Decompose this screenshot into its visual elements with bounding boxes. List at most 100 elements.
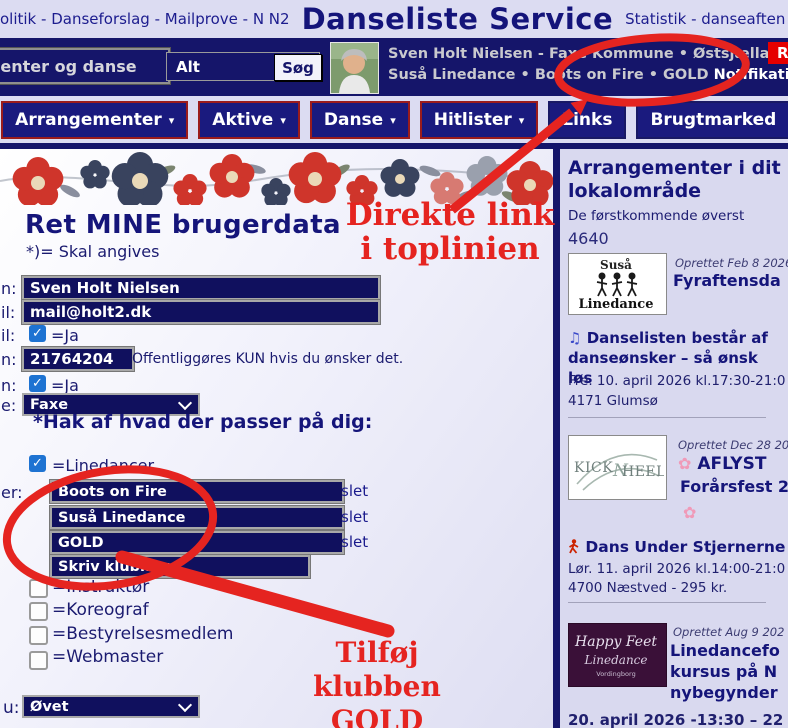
top-strip: olitik - Danseforslag - Mailprove - N N2… bbox=[0, 0, 788, 38]
svg-text:Linedance: Linedance bbox=[583, 653, 647, 667]
event-date: 20. april 2026 -13:30 – 22 bbox=[568, 711, 784, 728]
dancer-icon bbox=[569, 539, 579, 554]
nav-item-brugtmarked[interactable]: Brugtmarked bbox=[636, 100, 788, 139]
vis-mail-ja: =Ja bbox=[51, 326, 79, 345]
club-input-0[interactable]: Boots on Fire bbox=[50, 480, 344, 503]
event-title-2[interactable]: Dans Under Stjernerne ✿ bbox=[568, 537, 788, 556]
event-divider bbox=[568, 602, 766, 603]
vis-mail-label: il: bbox=[1, 326, 16, 345]
new-club-input[interactable]: Skriv klubnavn bbox=[50, 555, 310, 578]
event-desc[interactable]: ♫ Danselisten består af danseønsker – så… bbox=[568, 329, 768, 387]
koreograf-checkbox[interactable] bbox=[29, 602, 48, 621]
svg-text:KICK: KICK bbox=[574, 460, 613, 476]
event-created: Oprettet Aug 9 202 bbox=[673, 625, 785, 639]
bestyrelsesmedlem-checkbox[interactable] bbox=[29, 626, 48, 645]
vis-mail-checkbox[interactable]: ✓ bbox=[29, 325, 46, 342]
vis-phone-checkbox[interactable]: ✓ bbox=[29, 375, 46, 392]
nav-item-arrangementer[interactable]: Arrangementer ▾ bbox=[1, 100, 189, 139]
main-content: Ret MINE brugerdata *)= Skal angives n: … bbox=[0, 149, 553, 728]
mail-label: il: bbox=[1, 303, 16, 322]
chevron-down-icon: ▾ bbox=[390, 114, 396, 127]
flower-icon: ✿ bbox=[678, 454, 692, 473]
sidebar-count: 4640 bbox=[568, 229, 609, 248]
nav-item-danse[interactable]: Danse ▾ bbox=[309, 100, 410, 139]
sidebar-subtitle: De førstkommende øverst bbox=[568, 208, 745, 224]
notifications-link[interactable]: Notifikationer bbox=[713, 67, 788, 83]
check-icon: ✓ bbox=[32, 376, 43, 391]
search-input[interactable]: ngementer og danse bbox=[0, 48, 170, 84]
event-flag[interactable]: ✿ AFLYST bbox=[678, 454, 767, 474]
kommune-select[interactable]: Faxe bbox=[22, 393, 200, 416]
event-location: 4171 Glumsø bbox=[568, 393, 658, 409]
main-nav: d Arrangementer ▾ Aktive ▾ Danse ▾ Hitli… bbox=[0, 96, 788, 143]
level-select[interactable]: Øvet bbox=[22, 695, 200, 718]
search-value: ngementer og danse bbox=[0, 56, 137, 76]
svg-text:Linedance: Linedance bbox=[579, 297, 654, 312]
instruktor-checkbox[interactable] bbox=[29, 579, 48, 598]
music-note-icon: ♫ bbox=[568, 329, 582, 347]
event-date: Lør. 11. april 2026 kl.14:00-21:0 bbox=[568, 561, 786, 577]
flower-border-decoration bbox=[0, 152, 553, 205]
event-title[interactable]: Forårsfest 2 bbox=[680, 477, 788, 496]
event-title-line1[interactable]: Linedancefo bbox=[670, 641, 780, 660]
site-title: Danseliste Service bbox=[301, 2, 614, 36]
nav-item-aktive[interactable]: Aktive ▾ bbox=[198, 100, 300, 139]
delete-club-0[interactable]: slet bbox=[341, 482, 369, 500]
susa-linedance-logo[interactable]: Suså Linedance bbox=[568, 253, 667, 315]
user-info: Sven Holt Nielsen - Faxe Kommune • Østsj… bbox=[388, 44, 788, 86]
event-divider bbox=[568, 417, 766, 418]
webmaster-label: =Webmaster bbox=[52, 647, 164, 667]
event-created: Oprettet Dec 28 20 bbox=[678, 438, 788, 452]
event-title-line3[interactable]: nybegynder bbox=[670, 683, 778, 702]
user-clubs[interactable]: Suså Linedance • Boots on Fire • GOLD bbox=[388, 67, 709, 83]
nav-divider bbox=[0, 143, 788, 149]
search-button[interactable]: Søg bbox=[274, 54, 322, 81]
event-date: Fre. 10. april 2026 kl.17:30-21:0 bbox=[568, 373, 786, 389]
nav-item-links[interactable]: Links bbox=[548, 100, 627, 139]
bestyrelsesmedlem-label: =Bestyrelsesmedlem bbox=[52, 624, 234, 644]
delete-club-1[interactable]: slet bbox=[341, 508, 369, 526]
linedancer-checkbox[interactable]: ✓ bbox=[29, 455, 46, 472]
page-title: Ret MINE brugerdata bbox=[25, 210, 341, 240]
vis-phone-label: n: bbox=[1, 376, 17, 395]
sidebar-title: Arrangementer i dit lokalområde bbox=[568, 157, 781, 202]
nav-item-hitlister[interactable]: Hitlister ▾ bbox=[419, 100, 539, 139]
name-label: n: bbox=[1, 279, 17, 298]
phone-label: n: bbox=[1, 350, 17, 369]
event-title-line2[interactable]: kursus på N bbox=[670, 662, 778, 681]
check-icon: ✓ bbox=[32, 456, 43, 471]
webmaster-checkbox[interactable] bbox=[29, 651, 48, 670]
club-input-2[interactable]: GOLD bbox=[50, 531, 344, 554]
top-links-left[interactable]: olitik - Danseforslag - Mailprove - N N2 bbox=[0, 10, 290, 28]
filter-value: Alt bbox=[176, 57, 200, 76]
event-created: Oprettet Feb 8 2026 bbox=[675, 256, 788, 270]
club-input-1[interactable]: Suså Linedance bbox=[50, 506, 344, 529]
sidebar-divider bbox=[553, 149, 560, 728]
top-links-right[interactable]: Statistik - danseaften - Sæsonvindere bbox=[625, 10, 788, 28]
chevron-down-icon bbox=[177, 697, 193, 712]
user-line1[interactable]: Sven Holt Nielsen - Faxe Kommune • Østsj… bbox=[388, 46, 788, 62]
section-heading: *Hak af hvad der passer på dig: bbox=[33, 411, 373, 433]
chevron-down-icon: ▾ bbox=[280, 114, 286, 127]
svg-text:N: N bbox=[612, 461, 629, 481]
check-icon: ✓ bbox=[32, 326, 43, 341]
svg-text:Happy Feet: Happy Feet bbox=[574, 634, 657, 650]
phone-input[interactable]: 21764204 bbox=[22, 347, 134, 371]
happy-feet-logo[interactable]: Happy Feet Linedance Vordingborg bbox=[568, 623, 667, 687]
flower-icon: ✿ bbox=[683, 503, 697, 522]
chevron-down-icon bbox=[177, 395, 193, 410]
header-bar: ngementer og danse Alt Søg Sven Holt Nie… bbox=[0, 38, 788, 96]
mail-input[interactable]: mail@holt2.dk bbox=[22, 300, 380, 324]
event-title[interactable]: Fyraftensda bbox=[673, 271, 781, 290]
kommune-label: e: bbox=[1, 396, 17, 415]
delete-club-2[interactable]: slet bbox=[341, 533, 369, 551]
svg-text:Suså: Suså bbox=[600, 257, 632, 272]
kicknheel-logo[interactable]: KICK N HEEL bbox=[568, 435, 667, 500]
chevron-down-icon: ▾ bbox=[168, 114, 175, 127]
chevron-down-icon: ▾ bbox=[518, 114, 525, 127]
avatar[interactable] bbox=[330, 42, 379, 94]
edit-badge[interactable]: Re bbox=[768, 42, 788, 64]
name-input[interactable]: Sven Holt Nielsen bbox=[22, 276, 380, 300]
vis-phone-ja: =Ja bbox=[51, 376, 79, 395]
